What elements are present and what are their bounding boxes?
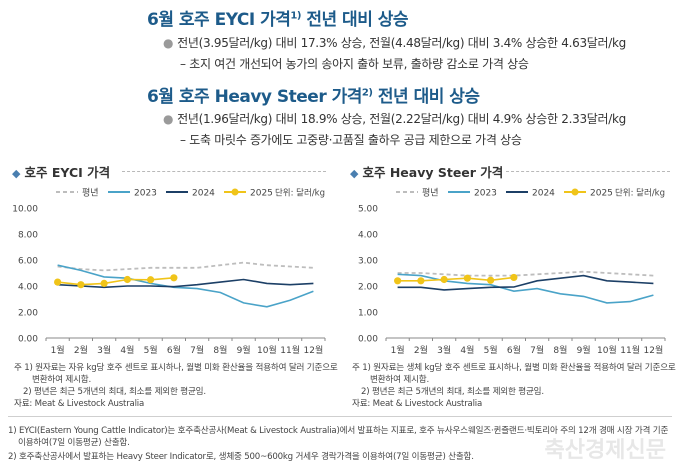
data-point-2025	[54, 278, 62, 286]
footnote-2: 2) 호주축산공사에서 발표하는 Heavy Steer Indicator로,…	[8, 452, 474, 462]
x-tick-label: 3월	[437, 344, 451, 356]
y-tick-label: 5.00	[358, 205, 378, 215]
series-line-2024	[57, 278, 314, 289]
y-tick-label: 10.00	[12, 205, 38, 215]
section1-bullet: ● 전년(3.95달러/kg) 대비 17.3% 상승, 전월(4.48달러/kg…	[163, 36, 626, 50]
legend-marker	[571, 188, 579, 196]
footnote-divider	[8, 416, 672, 417]
series-line-2023	[57, 264, 314, 308]
chart2-title-divider	[506, 171, 670, 172]
x-tick-label: 6월	[507, 344, 521, 356]
data-point-2025	[394, 277, 402, 285]
data-point-2025	[100, 279, 108, 287]
series-line-평년	[57, 261, 314, 272]
x-tick-label: 1월	[391, 344, 405, 356]
unit-label: 단위: 달러/kg	[275, 188, 325, 199]
circle-bullet-icon: ●	[163, 112, 174, 126]
data-point-2025	[77, 281, 85, 289]
circle-bullet-icon: ●	[163, 36, 174, 50]
legend-item: 2025	[564, 188, 613, 199]
x-tick-label: 9월	[237, 344, 251, 356]
legend-item: 2023	[108, 189, 157, 199]
legend-label: 2023	[474, 189, 497, 199]
section2-title: 6월 호주 Heavy Steer 가격2) 전년 대비 상승	[147, 87, 480, 107]
legend-item: 2024	[506, 189, 555, 199]
x-tick-label: 7월	[190, 344, 204, 356]
watermark-logo: 축산경제신문	[544, 438, 666, 463]
section1-title: 6월 호주 EYCI 가격1) 전년 대비 상승	[147, 10, 409, 30]
x-tick-label: 12월	[304, 344, 324, 356]
data-point-2025	[170, 274, 178, 282]
section2-bullet: ● 전년(1.96달러/kg) 대비 18.9% 상승, 전월(2.22달러/kg…	[163, 112, 626, 126]
y-tick-label: 2.00	[358, 283, 378, 293]
legend-item: 평년	[396, 188, 439, 199]
legend-label: 2024	[192, 189, 215, 199]
chart2-title: ◆ 호주 Heavy Steer 가격	[350, 165, 504, 180]
y-tick-label: 6.00	[18, 257, 38, 267]
legend-item: 2025	[224, 188, 273, 199]
legend-label: 2024	[532, 189, 555, 199]
x-tick-label: 1월	[51, 344, 65, 356]
chart2-notes: 주 1) 원자료는 생체 kg당 호주 센트로 표시하나, 월별 미화 환산율을…	[352, 363, 676, 409]
heavy-steer-price-chart: 평년 2023 2024 2025 단위: 달러/kg 5.00 4.00 3.00 2.00 1…	[358, 188, 666, 356]
y-tick-label: 4.00	[358, 231, 378, 241]
x-tick-label: 8월	[213, 344, 227, 356]
x-tick-label: 2월	[414, 344, 428, 356]
legend-label: 평년	[82, 188, 99, 199]
legend-marker	[231, 188, 239, 196]
legend-item: 평년	[56, 188, 99, 199]
y-tick-label: 4.00	[18, 283, 38, 293]
legend-label: 2025	[250, 189, 273, 199]
section1-sub: – 초지 여건 개선되어 농가의 송아지 출하 보류, 출하량 감소로 가격 상…	[180, 57, 529, 71]
legend-label: 2025	[590, 189, 613, 199]
eyci-price-chart: 평년 2023 2024 2025 단위: 달러/kg 10.00 8.00 6.00 4.00…	[12, 188, 326, 356]
chart1-notes: 주 1) 원자료는 자유 kg당 호주 센트로 표시하나, 월별 미화 환산율을…	[14, 363, 338, 409]
x-tick-label: 8월	[553, 344, 567, 356]
unit-label: 단위: 달러/kg	[615, 188, 665, 199]
data-point-2025	[487, 276, 495, 284]
data-point-2025	[440, 275, 448, 284]
chart1-title: ◆ 호주 EYCI 가격	[12, 165, 111, 180]
legend-label: 평년	[422, 188, 439, 199]
legend-item: 2023	[448, 189, 497, 199]
data-point-2025	[147, 276, 155, 284]
series-line-2025	[397, 276, 514, 282]
x-tick-label: 11월	[280, 344, 300, 356]
y-tick-label: 1.00	[358, 309, 378, 319]
data-point-2025	[123, 275, 131, 284]
data-point-2025	[510, 273, 518, 282]
y-tick-label: 3.00	[358, 257, 378, 267]
x-tick-label: 12월	[644, 344, 664, 356]
diamond-icon: ◆	[12, 167, 21, 180]
x-tick-label: 4월	[460, 344, 474, 356]
y-tick-label: 8.00	[18, 231, 38, 241]
x-tick-label: 2월	[74, 344, 88, 356]
x-tick-label: 3월	[97, 344, 111, 356]
y-tick-label: 0.00	[358, 335, 378, 345]
x-tick-label: 5월	[484, 344, 498, 356]
x-tick-label: 6월	[167, 344, 181, 356]
footnote-1: 1) EYCI(Eastern Young Cattle Indicator)는…	[8, 426, 669, 448]
legend-label: 2023	[134, 189, 157, 199]
chart1-title-divider	[122, 171, 326, 172]
y-tick-label: 0.00	[18, 335, 38, 345]
x-tick-label: 4월	[120, 344, 134, 356]
x-tick-label: 11월	[620, 344, 640, 356]
series-line-평년	[397, 270, 654, 277]
x-tick-label: 7월	[530, 344, 544, 356]
section2-sub: – 도축 마릿수 증가에도 고중량·고품질 출하우 공급 제한으로 가격 상승	[180, 133, 522, 147]
x-tick-label: 10월	[597, 344, 617, 356]
x-tick-label: 10월	[257, 344, 277, 356]
series-line-2025	[57, 277, 174, 286]
diamond-icon: ◆	[350, 167, 359, 180]
x-tick-label: 9월	[577, 344, 591, 356]
series-line-2024	[397, 274, 654, 291]
legend-item: 2024	[166, 189, 215, 199]
data-point-2025	[463, 274, 471, 282]
y-tick-label: 2.00	[18, 309, 38, 319]
data-point-2025	[417, 277, 425, 285]
x-tick-label: 5월	[144, 344, 158, 356]
